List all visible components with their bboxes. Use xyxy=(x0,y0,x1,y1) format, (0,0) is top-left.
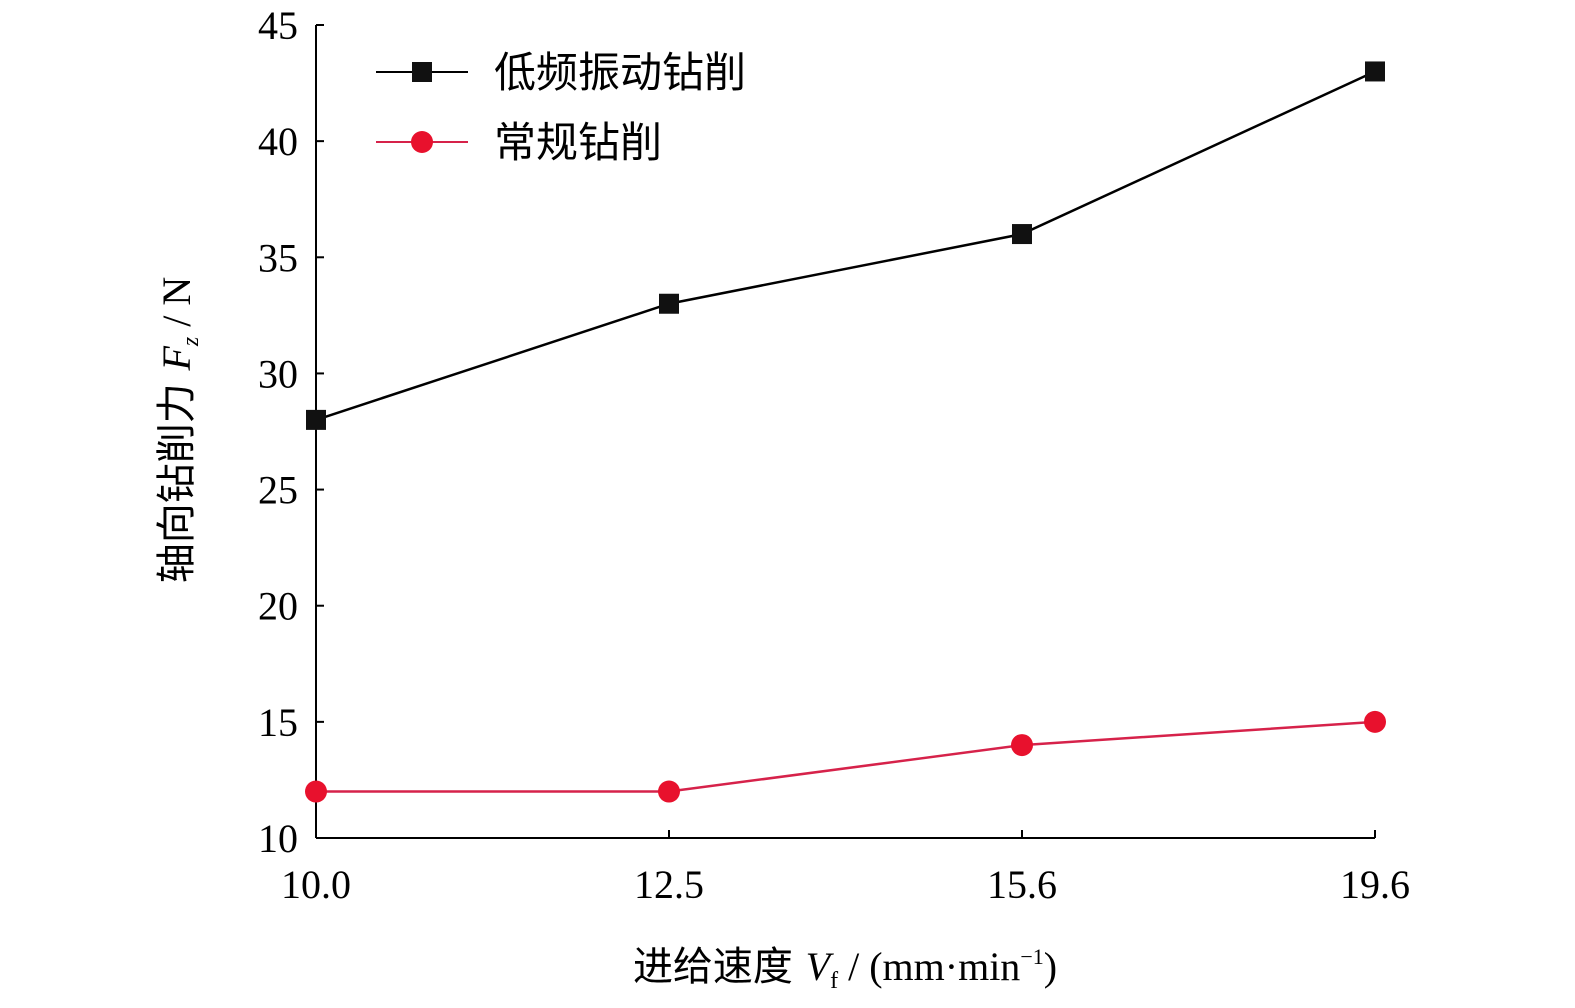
x-axis-title-sub: f xyxy=(830,968,838,994)
series-line-vibration xyxy=(315,70,1376,422)
y-axis-title-prefix: 轴向钻削力 xyxy=(154,371,200,584)
y-axis-title-var: F xyxy=(154,346,199,372)
x-axis-title: 进给速度 Vf / (mm·min−1) xyxy=(633,944,1057,994)
y-tick-label: 10 xyxy=(258,816,298,861)
x-tick-label: 19.6 xyxy=(1340,862,1410,907)
data-point-vibration xyxy=(306,409,326,430)
x-axis-title-exp: −1 xyxy=(1020,944,1043,969)
data-point-conventional xyxy=(1011,734,1033,757)
y-axis-title-sub: z xyxy=(178,336,204,347)
y-tick-label: 30 xyxy=(258,351,298,396)
legend-label-conventional: 常规钻削 xyxy=(494,118,662,167)
x-tick-label: 15.6 xyxy=(987,862,1057,907)
y-axis-title-unit: / N xyxy=(154,277,199,337)
data-point-vibration xyxy=(1012,224,1032,245)
y-tick-label: 45 xyxy=(258,3,298,48)
data-point-vibration xyxy=(659,293,679,314)
data-point-conventional xyxy=(1364,710,1386,733)
y-axis-title: 轴向钻削力 Fz / N xyxy=(154,277,204,584)
x-tick-label: 12.5 xyxy=(634,862,704,907)
y-tick-label: 20 xyxy=(258,584,298,629)
y-ticks: 10 15 20 25 30 35 40 45 xyxy=(258,3,324,861)
data-point-vibration xyxy=(1365,61,1385,82)
legend-marker-conventional xyxy=(411,131,433,153)
series-layer xyxy=(305,61,1386,803)
legend-label-vibration: 低频振动钻削 xyxy=(494,48,746,97)
x-axis-title-unit: / (mm·min xyxy=(838,944,1020,989)
legend-item-conventional: 常规钻削 xyxy=(376,118,662,167)
x-axis-title-prefix: 进给速度 xyxy=(633,944,806,990)
legend-item-vibration: 低频振动钻削 xyxy=(376,48,746,97)
y-tick-label: 15 xyxy=(258,700,298,745)
y-tick-label: 40 xyxy=(258,119,298,164)
x-axis-title-close: ) xyxy=(1044,944,1057,989)
data-point-conventional xyxy=(658,780,680,803)
legend: 低频振动钻削 常规钻削 xyxy=(376,48,746,167)
x-ticks: 10.0 12.5 15.6 19.6 xyxy=(281,830,1410,907)
axes xyxy=(315,25,1375,839)
y-tick-label: 35 xyxy=(258,235,298,280)
y-tick-label: 25 xyxy=(258,468,298,513)
series-line-conventional xyxy=(316,720,1376,793)
x-axis-title-var: V xyxy=(806,944,835,989)
data-point-conventional xyxy=(305,780,327,803)
legend-marker-vibration xyxy=(412,62,432,82)
x-tick-label: 10.0 xyxy=(281,862,351,907)
